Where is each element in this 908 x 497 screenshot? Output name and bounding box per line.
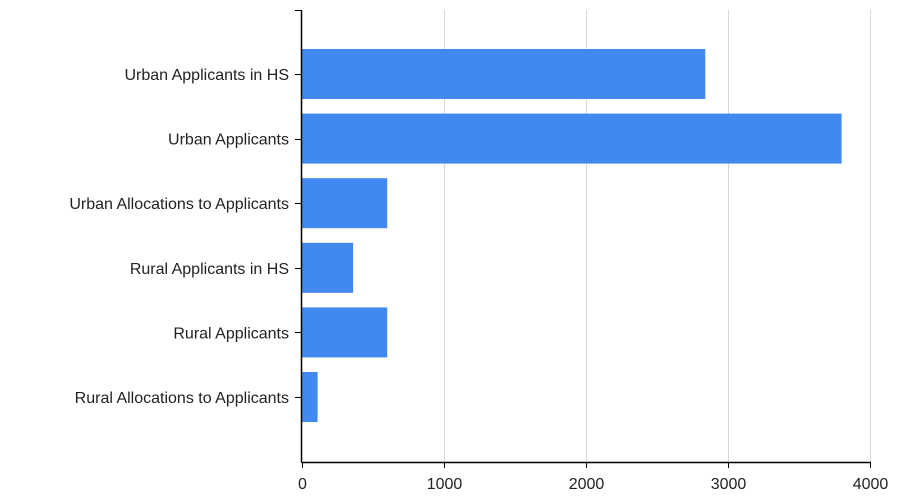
x-tick-label: 1000 [427,476,463,493]
bars [302,49,842,422]
x-tick-label: 2000 [569,476,605,493]
category-label: Urban Applicants in HS [124,67,289,84]
bar-2[interactable] [302,178,388,229]
axes [295,10,871,468]
x-tick-label: 3000 [711,476,747,493]
category-label: Rural Applicants in HS [130,261,289,278]
bar-0[interactable] [302,49,706,99]
bar-4[interactable] [302,307,388,358]
category-label: Urban Allocations to Applicants [69,196,289,213]
x-tick-label: 4000 [853,476,889,493]
bar-1[interactable] [302,113,842,164]
x-tick-label: 0 [298,476,307,493]
category-label: Rural Applicants [173,325,289,342]
bar-3[interactable] [302,242,354,293]
bar-5[interactable] [302,372,318,422]
labels: 0 1000 2000 3000 4000 Urban Applicants in HS U… [69,67,888,493]
category-label: Urban Applicants [168,132,289,149]
category-label: Rural Allocations to Applicants [75,390,289,407]
